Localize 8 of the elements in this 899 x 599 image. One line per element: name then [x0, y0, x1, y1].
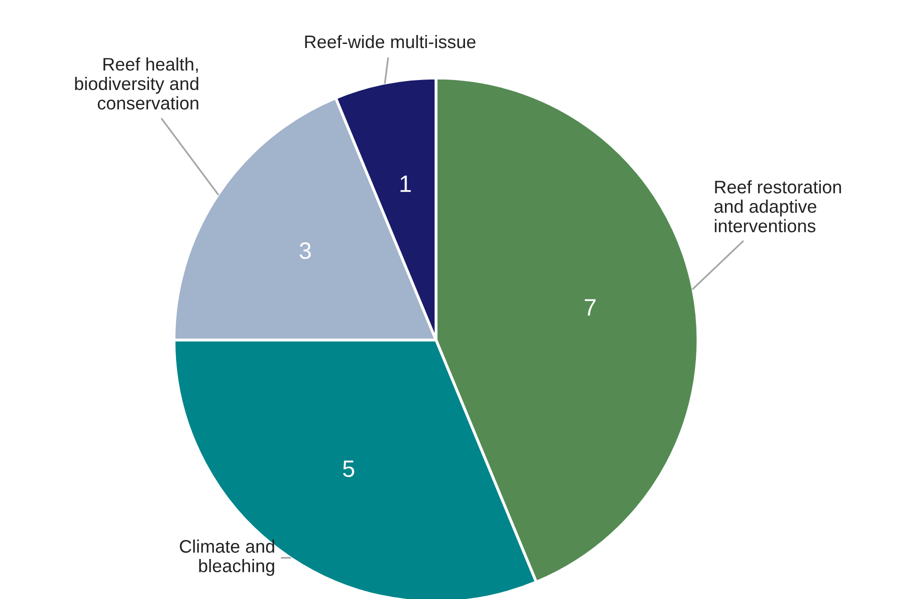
- slice-label: Reef restoration and adaptive interventions: [714, 180, 841, 232]
- slice-label: Reef-wide multi-issue: [305, 34, 476, 48]
- slice-label: Climate and bleaching: [180, 540, 274, 576]
- data-label: 3: [300, 242, 311, 259]
- data-label: 5: [343, 460, 354, 478]
- slice-label: Reef health, biodiversity and conservation: [75, 57, 198, 110]
- data-label: 7: [584, 299, 596, 316]
- data-label: 1: [400, 176, 411, 192]
